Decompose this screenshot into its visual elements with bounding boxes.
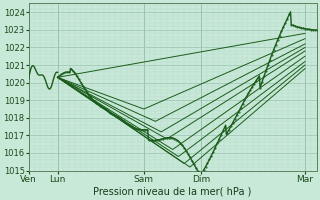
X-axis label: Pression niveau de la mer( hPa ): Pression niveau de la mer( hPa ) [93, 187, 252, 197]
